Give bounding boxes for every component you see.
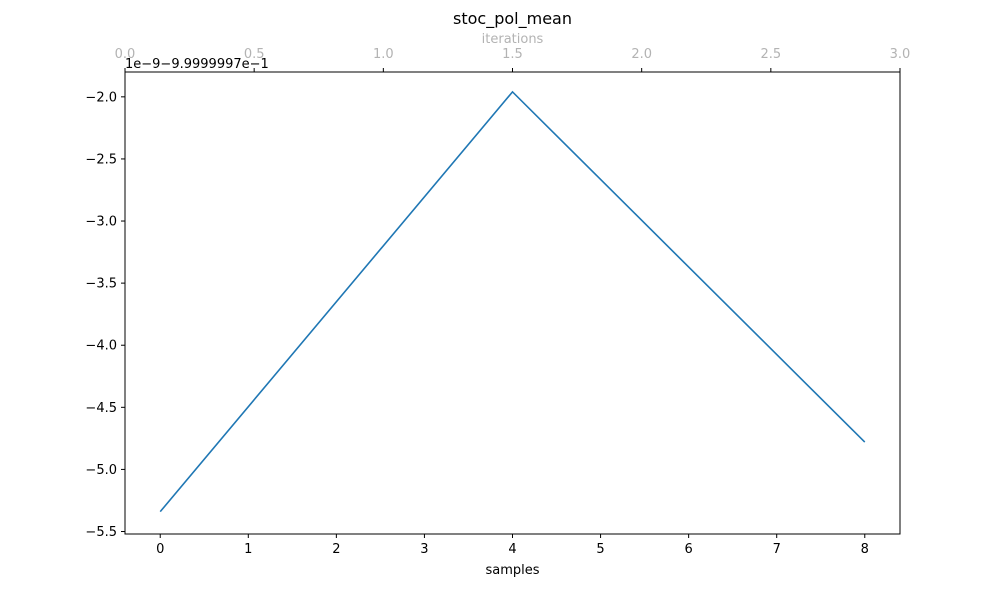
top-tick-label: 1.0 [373,47,394,62]
x-tick-label: 5 [596,542,604,557]
y-tick-label: −4.5 [85,401,117,416]
plot-frame [124,71,901,535]
y-offset-label: 1e−9−9.9999997e−1 [125,57,269,72]
x-tick-label: 8 [861,542,869,557]
x-tick-label: 3 [420,542,428,557]
y-tick-label: −2.5 [85,152,117,167]
top-tick-label: 0.0 [115,47,136,62]
y-tick-label: −3.0 [85,215,117,230]
top-tick-label: 2.0 [631,47,652,62]
x-tick-label: 7 [773,542,781,557]
top-tick-label: 1.5 [502,47,523,62]
y-tick-label: −3.5 [85,277,117,292]
y-tick-label: −2.0 [85,90,117,105]
y-tick-label: −4.0 [85,339,117,354]
series-layer [159,90,866,513]
chart-title: stoc_pol_mean [453,9,572,29]
series-line [159,90,866,513]
x-tick-label: 6 [684,542,692,557]
x-tick-label: 4 [508,542,516,557]
top-tick-label: 2.5 [760,47,781,62]
x-tick-label: 2 [332,542,340,557]
x-axis-label: samples [485,563,539,578]
top-tick-label: 3.0 [890,47,911,62]
axes-layer: 0 1 2 3 4 5 6 7 8 0.0 0.5 1.0 1.5 2.0 2.5 3.0 −5.5 −5.0 −4… [85,47,910,557]
top-axis-label: iterations [482,32,544,47]
y-tick-label: −5.5 [85,525,117,540]
x-tick-label: 1 [244,542,252,557]
x-tick-label: 0 [156,542,164,557]
y-tick-label: −5.0 [85,463,117,478]
top-tick-label: 0.5 [244,47,265,62]
